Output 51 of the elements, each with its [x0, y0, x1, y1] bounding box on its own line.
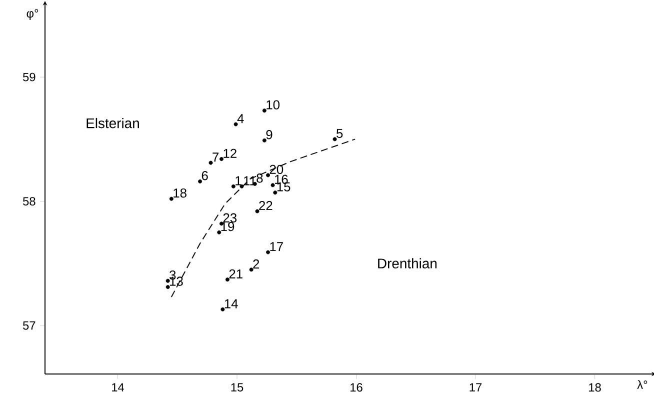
x-tick-label: 18	[589, 383, 601, 392]
series-label: 1	[236, 176, 242, 186]
series-label: 8	[256, 174, 263, 183]
point	[198, 179, 202, 184]
y-tick-label: 57	[23, 321, 36, 330]
x-tick-label: 16	[350, 383, 362, 392]
series-label: 19	[221, 222, 234, 232]
point	[166, 278, 170, 283]
point	[266, 250, 270, 254]
series-label: 17	[270, 242, 283, 252]
series-label: 20	[270, 164, 284, 174]
series-label: 14	[224, 299, 238, 308]
series-label: 10	[266, 100, 280, 110]
y-tick-label: 58	[23, 197, 36, 206]
point	[220, 307, 225, 312]
point	[332, 137, 337, 142]
point	[262, 108, 266, 113]
point	[255, 209, 260, 214]
series-label: 9	[266, 130, 272, 140]
series-label: 21	[229, 269, 242, 278]
series-label: 6	[202, 171, 208, 180]
point	[169, 196, 174, 201]
point	[266, 173, 270, 178]
x-axis-title: λ°	[637, 380, 648, 389]
series-label: 4	[237, 114, 244, 124]
x-tick-label: 14	[112, 383, 124, 392]
line-series	[170, 138, 356, 298]
point	[273, 190, 278, 195]
x-tick-label: 17	[470, 383, 482, 392]
series-label: 22	[259, 200, 272, 210]
point	[166, 285, 170, 290]
point	[220, 157, 224, 162]
series-label: 12	[224, 148, 236, 158]
series-label: 18	[174, 188, 186, 198]
annotation: Drenthian	[378, 258, 437, 268]
point	[249, 268, 254, 272]
series-label: 7	[212, 152, 219, 162]
y-tick-label: 59	[23, 72, 36, 82]
point	[225, 278, 230, 282]
point	[270, 183, 275, 188]
point	[262, 138, 266, 142]
series-label: 2	[253, 259, 260, 268]
point	[208, 160, 213, 165]
series-label: 5	[336, 128, 343, 138]
x-tick-label: 15	[231, 383, 244, 392]
annotation: Elsterian	[86, 118, 139, 128]
point	[231, 184, 236, 188]
point	[234, 122, 238, 126]
point	[217, 230, 222, 234]
y-axis-title: φ°	[26, 9, 38, 20]
series-label: 23	[223, 213, 237, 222]
